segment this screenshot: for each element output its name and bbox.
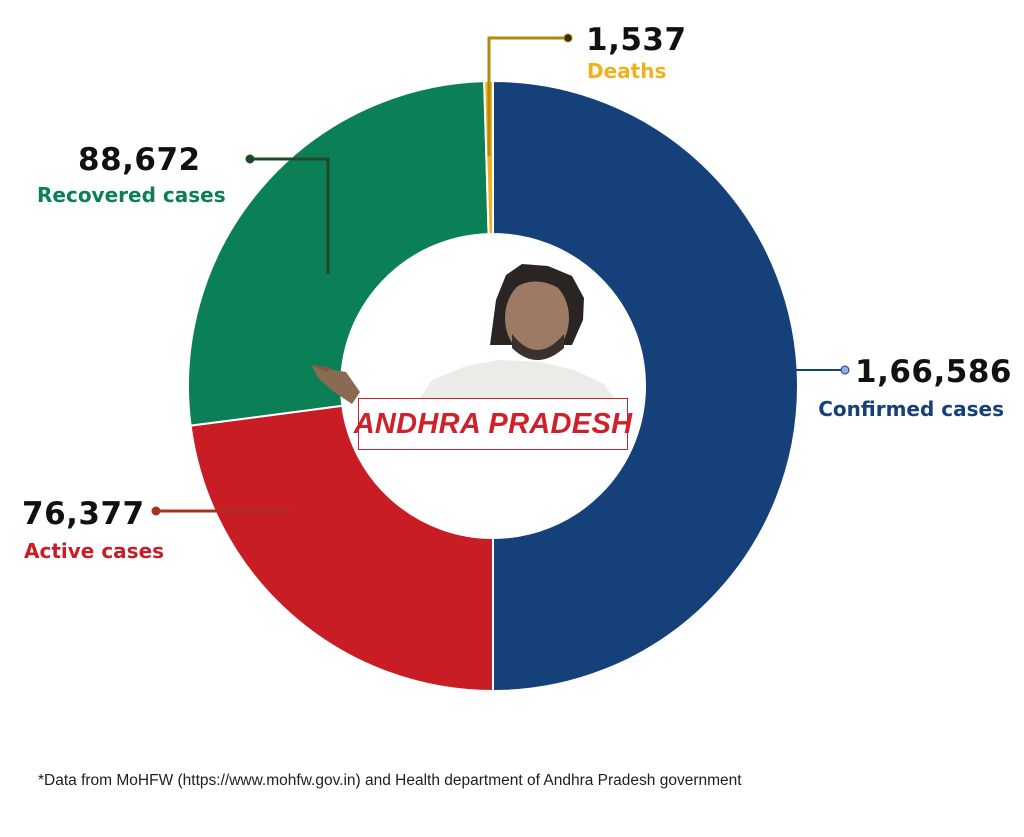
region-label: ANDHRA PRADESH [353,407,633,440]
leader-dot-active [151,506,161,516]
leader-dot-confirmed [840,365,850,375]
slice-recovered [187,80,490,427]
recovered-value: 88,672 [78,142,201,178]
leader-dot-deaths [563,33,573,43]
deaths-label: Deaths [587,59,666,83]
label-confirmed: 1,66,586 Confirmed cases [818,354,1012,421]
slice-active [189,404,494,693]
slice-confirmed [492,79,799,693]
active-label: Active cases [24,539,164,563]
region-label-box: ANDHRA PRADESH [354,398,632,450]
leaders-layer [151,33,850,516]
leader-line-deaths [487,36,568,156]
label-recovered: 88,672 Recovered cases [37,142,226,207]
label-active: 76,377 Active cases [22,496,164,563]
confirmed-value: 1,66,586 [855,354,1012,390]
leader-line-recovered [250,157,330,274]
active-value: 76,377 [22,496,145,532]
slice-deaths [483,79,494,236]
recovered-label: Recovered cases [37,183,226,207]
source-footnote: *Data from MoHFW (https://www.mohfw.gov.… [38,772,742,789]
slices-layer [187,79,799,693]
leader-dot-recovered [245,154,255,164]
label-deaths: 1,537 Deaths [586,22,687,83]
deaths-value: 1,537 [586,22,687,58]
portrait-photo [310,264,614,404]
confirmed-label: Confirmed cases [818,397,1004,421]
